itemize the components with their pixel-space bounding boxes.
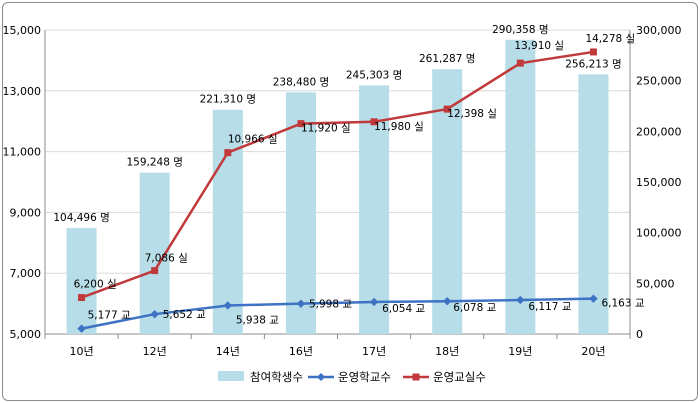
schools-value-label: 5,652 교 [163, 309, 206, 321]
bar-participants [285, 92, 316, 334]
classrooms-marker [443, 105, 451, 113]
classrooms-marker [297, 120, 305, 128]
legend-marker-classrooms [412, 373, 420, 381]
left-axis-tick-label: 11,000 [3, 146, 42, 159]
schools-marker [296, 299, 306, 308]
legend-swatch-participants [218, 371, 244, 381]
category-label: 20년 [581, 345, 605, 358]
right-axis-tick-label: 0 [636, 328, 643, 341]
right-axis-tick-label: 250,000 [636, 75, 682, 88]
schools-marker [589, 294, 598, 303]
schools-marker [442, 297, 452, 306]
classrooms-value-label: 10,966 실 [228, 134, 278, 146]
bar-value-label: 261,287 명 [419, 53, 475, 65]
legend-label-participants: 참여학생수 [250, 370, 303, 384]
classrooms-value-label: 11,920 실 [301, 123, 351, 135]
classrooms-line [81, 50, 594, 299]
bar-participants [359, 85, 390, 334]
classrooms-marker [370, 118, 378, 126]
classrooms-value-label: 6,200 실 [74, 279, 117, 291]
schools-value-label: 5,177 교 [88, 310, 131, 322]
category-label: 14년 [216, 345, 240, 358]
schools-marker [150, 309, 159, 319]
bar-participants [432, 69, 463, 334]
left-axis-tick-label: 13,000 [3, 85, 42, 98]
classrooms-value-label: 12,398 실 [447, 108, 497, 120]
right-axis-tick-label: 200,000 [636, 125, 682, 138]
bar-participants [578, 74, 609, 335]
schools-value-label: 5,938 교 [236, 314, 279, 326]
legend-label-schools: 운영학교수 [338, 370, 391, 384]
bar-value-label: 290,358 명 [492, 24, 548, 36]
category-label: 19년 [508, 345, 532, 358]
schools-value-label: 6,054 교 [382, 303, 425, 315]
schools-value-label: 6,117 교 [528, 301, 571, 313]
category-label: 10년 [70, 345, 94, 358]
schools-value-label: 6,078 교 [453, 302, 496, 314]
category-label: 12년 [143, 345, 167, 358]
category-label: 17년 [362, 345, 386, 358]
right-axis-tick-label: 300,000 [636, 24, 682, 37]
bar-value-label: 245,303 명 [346, 69, 402, 81]
right-axis-tick-label: 50,000 [636, 277, 675, 290]
classrooms-value-label: 14,278 실 [585, 33, 635, 45]
bar-participants [505, 39, 536, 334]
category-label: 16년 [289, 345, 313, 358]
right-axis-tick-label: 100,000 [636, 227, 682, 240]
schools-marker [223, 301, 233, 310]
classrooms-marker [516, 59, 524, 67]
left-axis-tick-label: 7,000 [10, 267, 42, 280]
classrooms-marker [589, 48, 597, 56]
schools-marker [516, 295, 525, 305]
schools-value-label: 5,998 교 [309, 299, 352, 311]
bar-value-label: 238,480 명 [273, 76, 329, 88]
legend-label-classrooms: 운영교실수 [433, 370, 486, 384]
classrooms-value-label: 7,086 실 [145, 253, 188, 265]
classrooms-marker [224, 149, 232, 157]
bar-value-label: 159,248 명 [126, 157, 182, 169]
right-axis-tick-label: 150,000 [636, 176, 682, 189]
legend-marker-schools [317, 373, 325, 381]
bar-value-label: 221,310 명 [200, 94, 256, 106]
classrooms-marker [151, 267, 159, 275]
classrooms-value-label: 13,910 실 [514, 40, 564, 52]
bar-value-label: 256,213 명 [565, 58, 621, 70]
bar-participants [66, 228, 97, 334]
bar-participants [212, 109, 243, 334]
left-axis-tick-label: 9,000 [10, 206, 42, 219]
classrooms-marker [78, 294, 86, 302]
left-axis-tick-label: 5,000 [10, 328, 42, 341]
bar-value-label: 104,496 명 [53, 212, 109, 224]
legend: 참여학생수 운영학교수 운영교실수 [218, 370, 486, 384]
left-axis-tick-label: 15,000 [3, 24, 42, 37]
schools-marker [77, 324, 86, 333]
category-label: 18년 [435, 345, 459, 358]
schools-line [81, 297, 594, 330]
schools-marker [369, 297, 379, 307]
classrooms-value-label: 11,980 실 [374, 121, 424, 133]
schools-value-label: 6,163 교 [601, 298, 644, 310]
